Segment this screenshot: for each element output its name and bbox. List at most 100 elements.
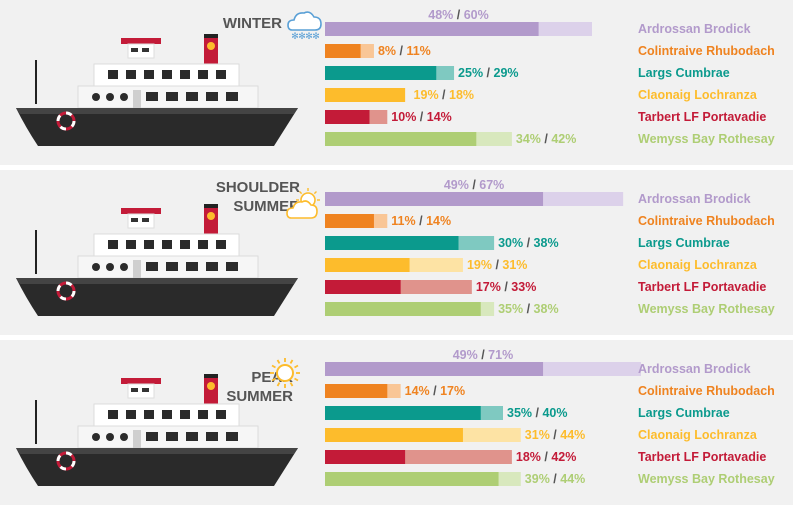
bar-base	[325, 450, 406, 464]
season-label: SHOULDER SUMMER	[215, 179, 300, 215]
data-label: 18% / 42%	[516, 450, 576, 464]
season-panel: WINTER ✻ ✻ ✻ ✻ 48% / 60% Ardrossan Brodick 8% /…	[0, 0, 793, 165]
ferry-illustration	[16, 204, 298, 316]
value-total: 14%	[427, 110, 452, 124]
value-separator: /	[483, 66, 493, 80]
value-total: 18%	[449, 88, 474, 102]
data-label: 30% / 38%	[498, 236, 558, 250]
route-label: Largs Cumbrae	[638, 406, 730, 420]
bar-base	[325, 88, 406, 102]
bar-base	[325, 192, 544, 206]
route-label: Ardrossan Brodick	[638, 362, 751, 376]
ferry-illustration	[16, 34, 298, 146]
data-label: 48% / 60%	[428, 8, 488, 22]
bar-row: 34% / 42% Wemyss Bay Rothesay	[325, 132, 775, 146]
bar-base	[325, 22, 539, 36]
bar-row: 30% / 38% Largs Cumbrae	[325, 236, 730, 250]
value-base: 49%	[444, 178, 469, 192]
bar-chart: 49% / 71% Ardrossan Brodick 14% / 17% Colin…	[325, 348, 775, 486]
bar-base	[325, 302, 481, 316]
value-base: 48%	[428, 8, 453, 22]
route-label: Tarbert LF Portavadie	[638, 450, 766, 464]
value-total: 60%	[464, 8, 489, 22]
value-base: 10%	[391, 110, 416, 124]
data-label: 25% / 29%	[458, 66, 518, 80]
value-base: 17%	[476, 280, 501, 294]
value-separator: /	[523, 302, 533, 316]
data-label: 19% / 31%	[467, 258, 527, 272]
sun-icon	[270, 358, 300, 388]
season-panel: PEAK SUMMER 49% / 71% Ardrossan Brodick 14%…	[0, 340, 793, 505]
data-label: 10% / 14%	[391, 110, 451, 124]
value-separator: /	[501, 280, 511, 294]
bar-base	[325, 472, 499, 486]
bar-base	[325, 406, 481, 420]
bar-chart: 48% / 60% Ardrossan Brodick 8% / 11% Colint…	[325, 8, 775, 146]
data-label: 35% / 38%	[498, 302, 558, 316]
data-label: 19% / 18%	[414, 88, 474, 102]
value-separator: /	[523, 236, 533, 250]
bar-row: 49% / 67% Ardrossan Brodick	[325, 178, 751, 206]
bar-row: 19% / 31% Claonaig Lochranza	[325, 258, 758, 272]
bar-row: 10% / 14% Tarbert LF Portavadie	[325, 110, 766, 124]
value-total: 33%	[511, 280, 536, 294]
data-label: 8% / 11%	[378, 44, 431, 58]
value-total: 67%	[479, 178, 504, 192]
route-label: Wemyss Bay Rothesay	[638, 132, 775, 146]
bar-row: 35% / 40% Largs Cumbrae	[325, 406, 730, 420]
bar-chart: 49% / 67% Ardrossan Brodick 11% / 14% Colin…	[325, 178, 775, 316]
sun-cloud-icon	[286, 188, 320, 219]
value-base: 14%	[405, 384, 430, 398]
bar-base	[325, 428, 463, 442]
value-base: 31%	[525, 428, 550, 442]
value-separator: /	[541, 132, 551, 146]
route-label: Wemyss Bay Rothesay	[638, 302, 775, 316]
value-separator: /	[453, 8, 463, 22]
route-label: Claonaig Lochranza	[638, 88, 758, 102]
route-label: Colintraive Rhubodach	[638, 384, 775, 398]
value-total: 14%	[426, 214, 451, 228]
svg-text:✻: ✻	[298, 31, 306, 41]
route-label: Claonaig Lochranza	[638, 258, 758, 272]
value-total: 38%	[534, 302, 559, 316]
data-label: 39% / 44%	[525, 472, 585, 486]
value-base: 19%	[414, 88, 439, 102]
bar-base	[325, 362, 544, 376]
snow-cloud-icon: ✻ ✻ ✻ ✻	[287, 11, 322, 41]
bar-row: 11% / 14% Colintraive Rhubodach	[325, 214, 775, 228]
bar-base	[325, 44, 361, 58]
bar-base	[325, 258, 410, 272]
value-base: 8%	[378, 44, 396, 58]
bar-base	[325, 110, 370, 124]
route-label: Wemyss Bay Rothesay	[638, 472, 775, 486]
value-separator: /	[550, 472, 560, 486]
bar-row: 25% / 29% Largs Cumbrae	[325, 66, 730, 80]
route-label: Ardrossan Brodick	[638, 192, 751, 206]
bar-row: 14% / 17% Colintraive Rhubodach	[325, 384, 775, 398]
value-base: 34%	[516, 132, 541, 146]
data-label: 17% / 33%	[476, 280, 536, 294]
route-label: Ardrossan Brodick	[638, 22, 751, 36]
bar-row: 39% / 44% Wemyss Bay Rothesay	[325, 472, 775, 486]
bar-row: 31% / 44% Claonaig Lochranza	[325, 428, 758, 442]
value-separator: /	[396, 44, 406, 58]
value-base: 30%	[498, 236, 523, 250]
value-separator: /	[532, 406, 542, 420]
bar-row: 19% / 18% Claonaig Lochranza	[325, 88, 758, 102]
bar-base	[325, 280, 401, 294]
ferry-illustration	[16, 374, 298, 486]
value-total: 71%	[488, 348, 513, 362]
value-total: 29%	[494, 66, 519, 80]
value-total: 11%	[406, 44, 430, 58]
value-separator: /	[416, 110, 426, 124]
value-base: 49%	[453, 348, 478, 362]
value-total: 31%	[502, 258, 527, 272]
value-total: 42%	[551, 450, 576, 464]
value-separator: /	[430, 384, 440, 398]
value-total: 44%	[560, 472, 585, 486]
data-label: 35% / 40%	[507, 406, 567, 420]
data-label: 11% / 14%	[391, 214, 451, 228]
svg-text:✻: ✻	[305, 31, 313, 41]
value-separator: /	[416, 214, 426, 228]
value-base: 35%	[498, 302, 523, 316]
